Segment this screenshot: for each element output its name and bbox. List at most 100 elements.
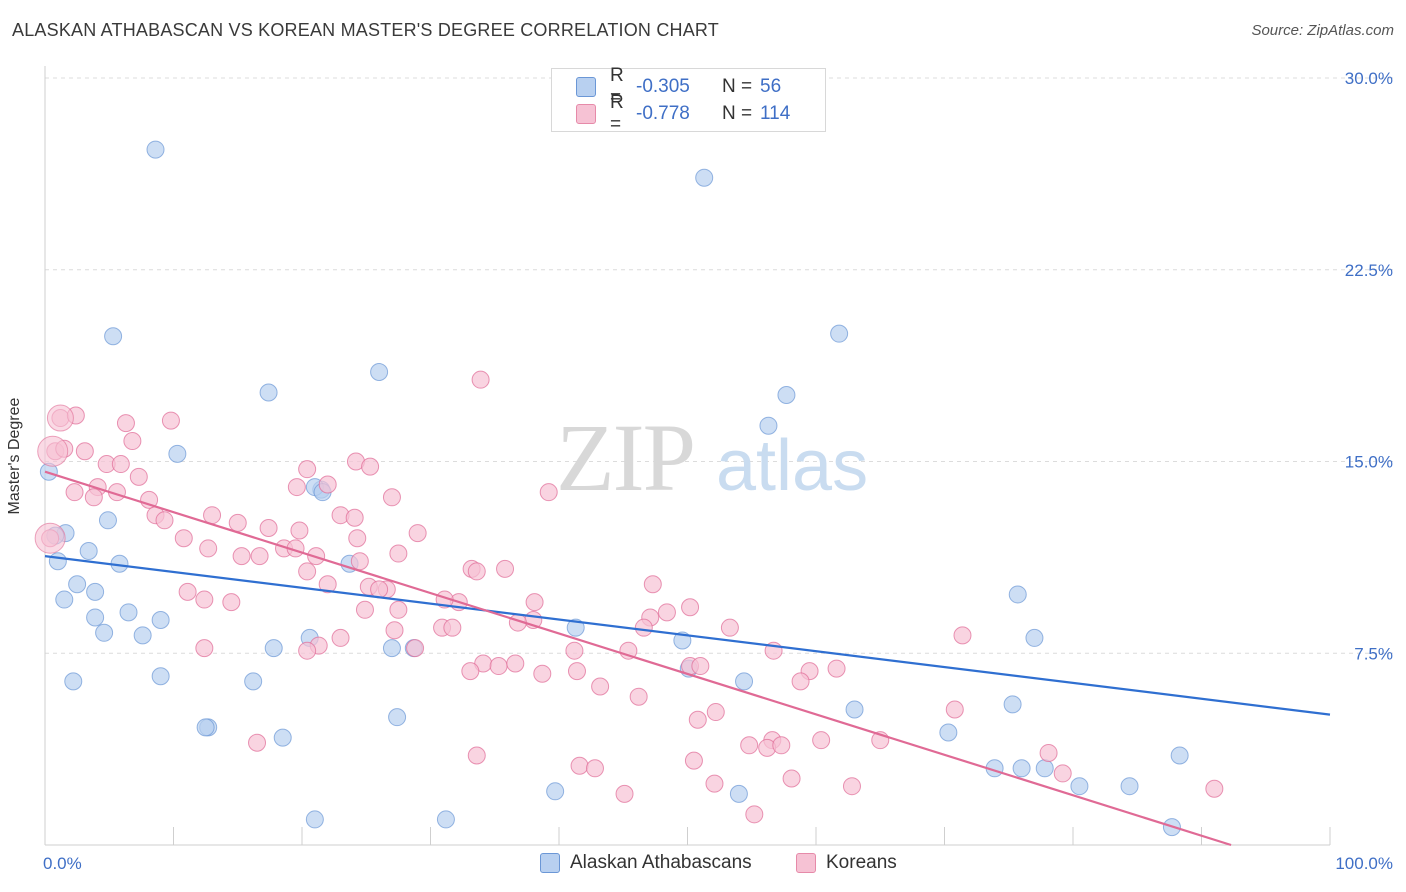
point-alaskan (382, 639, 401, 658)
point-alaskan (1120, 777, 1139, 796)
point-korean (706, 703, 725, 722)
point-korean (720, 618, 739, 637)
point-alaskan (566, 618, 585, 637)
point-alaskan (68, 575, 87, 594)
point-korean (389, 544, 408, 563)
point-alaskan (388, 708, 407, 727)
point-alaskan (168, 444, 187, 463)
point-alaskan (146, 140, 165, 159)
point-alaskan (370, 363, 389, 382)
x-tick-label: 100.0% (1335, 854, 1393, 873)
point-alaskan (436, 810, 455, 829)
point-alaskan (273, 728, 292, 747)
point-korean (361, 457, 380, 476)
point-korean (161, 411, 180, 430)
y-tick-label: 7.5% (1354, 644, 1393, 663)
point-korean (111, 455, 130, 474)
point-korean (345, 508, 364, 527)
point-korean (791, 672, 810, 691)
point-korean (827, 659, 846, 678)
chart-title: ALASKAN ATHABASCAN VS KOREAN MASTER'S DE… (12, 20, 719, 40)
point-korean (34, 522, 66, 554)
point-korean (222, 593, 241, 612)
point-korean (348, 529, 367, 548)
point-alaskan (1008, 585, 1027, 604)
point-korean (615, 784, 634, 803)
swatch-alaskan (576, 77, 596, 97)
point-alaskan (48, 552, 67, 571)
point-korean (46, 404, 74, 432)
point-korean (525, 593, 544, 612)
point-korean (129, 467, 148, 486)
point-alaskan (729, 784, 748, 803)
y-tick-labels: 7.5% 15.0% 22.5% 30.0% (1345, 69, 1393, 663)
legend-swatch-alaskan (540, 853, 560, 873)
point-alaskan (264, 639, 283, 658)
point-alaskan (86, 608, 105, 627)
n-label: N = (722, 76, 753, 97)
point-korean (461, 662, 480, 681)
point-korean (496, 559, 515, 578)
r-label: R = (610, 92, 624, 135)
point-korean (953, 626, 972, 645)
legend-item-alaskan[interactable]: Alaskan Athabascans (540, 852, 752, 874)
series-alaskan-athabascans (39, 140, 1189, 837)
point-alaskan (830, 324, 849, 343)
point-korean (471, 370, 490, 389)
point-alaskan (759, 416, 778, 435)
point-korean (684, 751, 703, 770)
point-alaskan (64, 672, 83, 691)
point-korean (570, 756, 589, 775)
point-korean (389, 600, 408, 619)
watermark-atlas: atlas (716, 426, 868, 506)
point-korean (565, 641, 584, 660)
legend-label-koreans: Koreans (826, 852, 897, 873)
point-korean (681, 598, 700, 617)
point-alaskan (244, 672, 263, 691)
trendline-koreans (44, 470, 1232, 847)
point-alaskan (1025, 628, 1044, 647)
r-value: -0.778 (636, 103, 690, 124)
y-tick-label: 30.0% (1345, 69, 1393, 88)
point-korean (812, 731, 831, 750)
point-korean (123, 432, 142, 451)
point-alaskan (845, 700, 864, 719)
point-korean (84, 488, 103, 507)
n-value: 56 (760, 76, 782, 97)
point-alaskan (104, 327, 123, 346)
point-alaskan (695, 168, 714, 187)
point-korean (232, 547, 251, 566)
point-korean (178, 582, 197, 601)
y-axis-label: Master's Degree (6, 397, 23, 515)
point-korean (1053, 764, 1072, 783)
point-korean (155, 511, 174, 530)
trendline-alaskan (44, 555, 1331, 716)
legend-item-koreans[interactable]: Koreans (796, 852, 897, 874)
point-korean (643, 575, 662, 594)
point-korean (705, 774, 724, 793)
point-korean (745, 805, 764, 824)
point-alaskan (1035, 759, 1054, 778)
point-alaskan (133, 626, 152, 645)
point-korean (533, 664, 552, 683)
n-label: N = (722, 103, 753, 124)
point-korean (467, 746, 486, 765)
point-korean (406, 639, 425, 658)
point-alaskan (939, 723, 958, 742)
point-alaskan (1170, 746, 1189, 765)
point-korean (174, 529, 193, 548)
point-korean (385, 621, 404, 640)
point-alaskan (1070, 777, 1089, 796)
watermark: ZIP atlas (556, 404, 868, 511)
point-korean (634, 618, 653, 637)
grid-lines (45, 77, 1393, 654)
point-korean (467, 562, 486, 581)
point-korean (443, 618, 462, 637)
point-korean (195, 639, 214, 658)
point-korean (116, 414, 135, 433)
point-korean (355, 600, 374, 619)
point-korean (782, 769, 801, 788)
point-alaskan (305, 810, 324, 829)
point-korean (585, 759, 604, 778)
stats-row-alaskan: R = -0.305 N = 56 (576, 65, 782, 108)
